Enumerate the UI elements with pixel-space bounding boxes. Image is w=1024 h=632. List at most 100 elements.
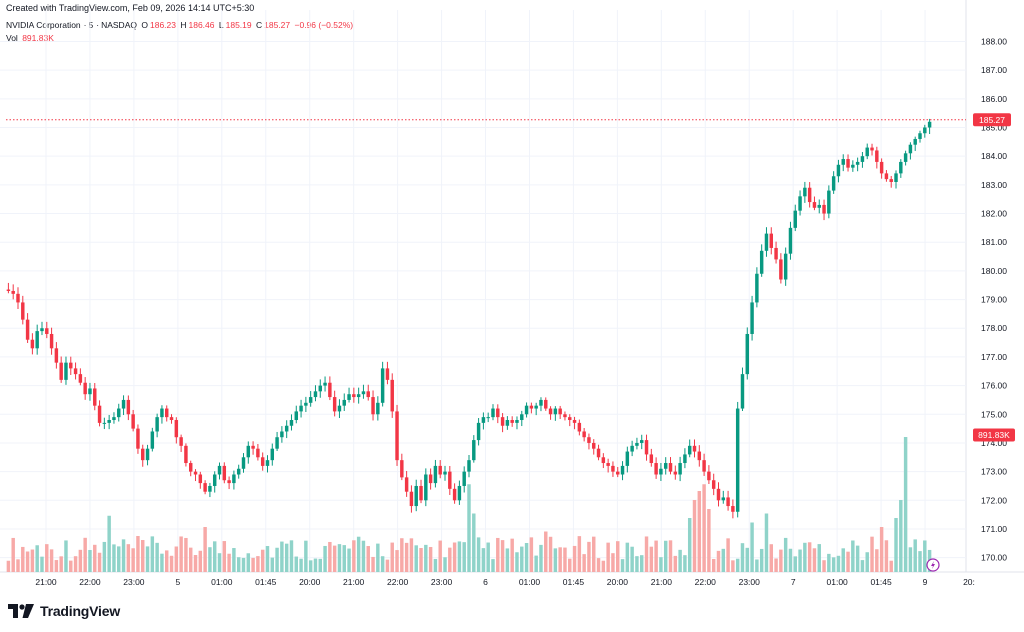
volume-bar [865, 552, 869, 572]
candle-body [592, 442, 596, 449]
candle-body [774, 247, 778, 260]
candle-body [414, 485, 418, 507]
candle-body [702, 460, 706, 472]
volume-bar [270, 557, 275, 572]
candle-body [424, 474, 428, 501]
candle-body [524, 405, 529, 415]
open-value: 186.23 [149, 20, 176, 30]
volume-bar [496, 537, 500, 572]
candle-body [697, 451, 702, 461]
time-tick-label: 21:00 [35, 577, 57, 587]
candle-body [313, 391, 318, 398]
candle-body [755, 273, 759, 303]
volume-bar [836, 555, 841, 572]
candle-body [625, 451, 630, 466]
volume-bar [443, 557, 447, 572]
candle-body [759, 250, 764, 274]
candle-body [875, 150, 879, 162]
volume-bar [222, 541, 227, 572]
volume-bar [289, 540, 294, 572]
volume-bar [592, 536, 596, 572]
candle-body [232, 474, 236, 484]
candle-body [803, 187, 807, 197]
candle-body [88, 388, 92, 395]
exchange-name: NASDAQ [101, 20, 137, 30]
low-label: L [218, 20, 224, 30]
candle-body [160, 408, 164, 418]
candle-body [726, 497, 730, 507]
volume-bar [702, 484, 706, 572]
candle-body [400, 460, 404, 478]
volume-bar [539, 544, 543, 572]
high-label: H [180, 20, 187, 30]
candle-body [6, 289, 11, 291]
candle-body [69, 362, 73, 369]
volume-bar [69, 560, 73, 572]
candle-body [112, 417, 116, 421]
volume-bar [121, 539, 126, 572]
time-tick-label: 6 [483, 577, 488, 587]
volume-bar [236, 557, 241, 572]
interval-value[interactable]: 5 [88, 20, 94, 30]
candle-body [165, 408, 169, 418]
candle-body [155, 417, 159, 432]
volume-bar [563, 547, 567, 572]
volume-bar [265, 546, 270, 572]
volume-bar [803, 542, 807, 572]
candle-body [798, 196, 802, 211]
volume-bar [45, 544, 49, 572]
candle-body [409, 491, 414, 507]
volume-bar [644, 536, 649, 572]
volume-bar [472, 513, 476, 572]
volume-bar [831, 557, 836, 572]
candle-body [246, 445, 251, 458]
candle-body [49, 333, 54, 349]
volume-bar [851, 540, 855, 572]
volume-bar [328, 541, 332, 572]
volume-bar [759, 548, 764, 572]
volume-bars [6, 437, 932, 572]
volume-bar [798, 549, 802, 572]
time-axis[interactable]: 21:00 22:00 23:00 5 01:00 01:45 20:00 21:00 22:0… [35, 577, 975, 587]
price-axis[interactable]: 188.00 187.00 186.00 185.00 184.00 183.00 182.… [981, 36, 1007, 562]
volume-bar [404, 542, 409, 572]
volume-bar [395, 550, 399, 572]
volume-bar [846, 551, 850, 572]
volume-bar [251, 557, 255, 572]
time-tick-label: 21:00 [651, 577, 673, 587]
candle-body [855, 161, 860, 165]
volume-bar [462, 542, 466, 572]
price-tick-label: 176.00 [981, 381, 1007, 391]
candle-body [649, 454, 654, 464]
candle-body [126, 399, 131, 415]
symbol-name[interactable]: NVIDIA Corporation [6, 20, 81, 30]
volume-bar [894, 518, 898, 572]
volume-bar [155, 542, 159, 572]
volume-bar [534, 555, 538, 572]
time-tick-label: 23:00 [431, 577, 453, 587]
candle-body [78, 374, 83, 383]
volume-bar [731, 560, 735, 572]
volume-badge [973, 428, 1015, 442]
candle-body [179, 437, 183, 446]
volume-bar [486, 542, 490, 572]
volume-bar [323, 545, 327, 572]
volume-bar [299, 558, 303, 572]
price-tick-label: 182.00 [981, 209, 1007, 219]
volume-bar [639, 555, 644, 572]
candle-body [174, 420, 179, 438]
candle-body [568, 417, 572, 421]
time-tick-label: 01:45 [870, 577, 892, 587]
time-tick-label: 01:00 [827, 577, 849, 587]
volume-bar [400, 538, 404, 572]
volume-bar [596, 558, 601, 572]
volume-bar [414, 545, 418, 572]
candle-body [452, 488, 457, 501]
volume-bar [59, 556, 63, 572]
candle-body [21, 302, 25, 320]
candle-body [851, 164, 855, 168]
price-tick-label: 175.00 [981, 409, 1007, 419]
low-value: 185.19 [225, 20, 252, 30]
price-chart[interactable]: 188.00 187.00 186.00 185.00 184.00 183.00 182.… [0, 0, 1024, 600]
volume-bar [587, 541, 591, 572]
